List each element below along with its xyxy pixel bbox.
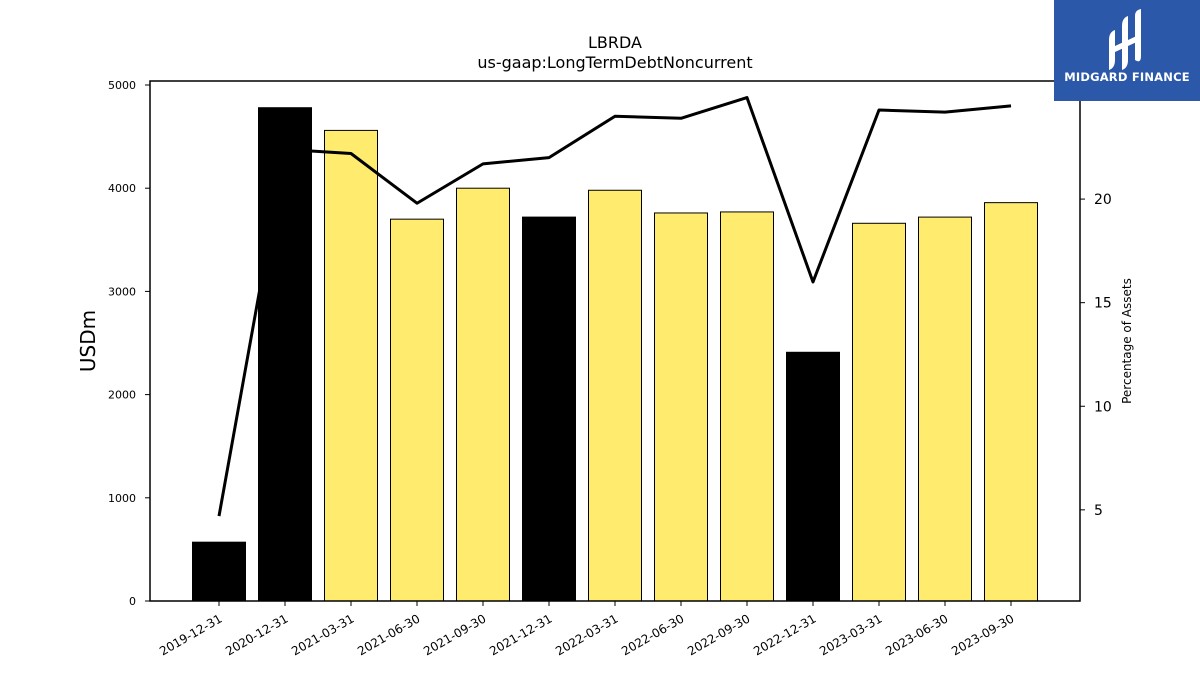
bar: [522, 216, 576, 602]
x-tick-label: 2023-09-30: [949, 611, 1016, 658]
x-tick-label: 2022-03-31: [553, 611, 620, 658]
y2-tick-label: 10: [1094, 399, 1112, 415]
y2-tick-label: 5: [1094, 503, 1103, 519]
y-tick-label: 3000: [108, 285, 136, 298]
x-tick-label: 2020-12-31: [223, 611, 290, 658]
bar: [852, 222, 906, 602]
x-tick-label: 2022-06-30: [619, 611, 686, 658]
x-tick-label: 2021-03-31: [289, 611, 356, 658]
line-group: [217, 96, 1012, 517]
bar: [192, 541, 246, 602]
bar: [588, 189, 642, 602]
bar: [918, 216, 972, 602]
y-tick-label: 2000: [108, 389, 136, 402]
logo-mark-icon: [1109, 9, 1141, 70]
bar: [390, 218, 444, 602]
y-tick-label: 5000: [108, 79, 136, 92]
y-tick-label: 4000: [108, 182, 136, 195]
bar: [324, 129, 378, 602]
plot-frame: [149, 80, 1081, 602]
y-ticks-group: 0 1000 2000 3000 4000 5000: [108, 79, 150, 608]
bar: [258, 107, 312, 602]
bar: [786, 351, 840, 602]
x-ticks-group: 2019-12-312020-12-312021-03-312021-06-30…: [157, 601, 1017, 658]
bar: [456, 187, 510, 602]
bar: [654, 212, 708, 602]
bar: [720, 211, 774, 602]
y-tick-label: 1000: [108, 492, 136, 505]
x-tick-label: 2023-06-30: [883, 611, 950, 658]
midgard-finance-logo: MIDGARD FINANCE: [1054, 0, 1200, 101]
y2-tick-label: 15: [1094, 296, 1112, 312]
chart-subtitle: us-gaap:LongTermDebtNoncurrent: [477, 53, 752, 72]
y-tick-label: 0: [129, 595, 136, 608]
x-tick-label: 2019-12-31: [157, 611, 224, 658]
x-tick-label: 2021-09-30: [421, 611, 488, 658]
y-axis-label: USDm: [76, 310, 100, 372]
chart-title: LBRDA: [588, 33, 642, 52]
x-tick-label: 2021-06-30: [355, 611, 422, 658]
y2-axis-label: Percentage of Assets: [1120, 278, 1134, 404]
percentage-line: [217, 96, 1012, 517]
y2-tick-label: 20: [1094, 192, 1112, 208]
x-tick-label: 2022-09-30: [685, 611, 752, 658]
y2-ticks-group: 510152025: [1080, 89, 1112, 519]
logo-text: MIDGARD FINANCE: [1064, 70, 1190, 84]
x-tick-label: 2021-12-31: [487, 611, 554, 658]
x-tick-label: 2023-03-31: [817, 611, 884, 658]
bars-group: [192, 107, 1038, 602]
x-tick-label: 2022-12-31: [751, 611, 818, 658]
bar: [984, 202, 1038, 602]
